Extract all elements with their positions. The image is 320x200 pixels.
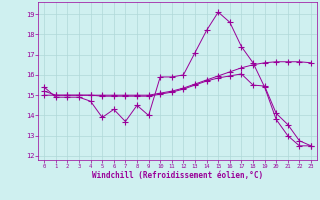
X-axis label: Windchill (Refroidissement éolien,°C): Windchill (Refroidissement éolien,°C) [92, 171, 263, 180]
